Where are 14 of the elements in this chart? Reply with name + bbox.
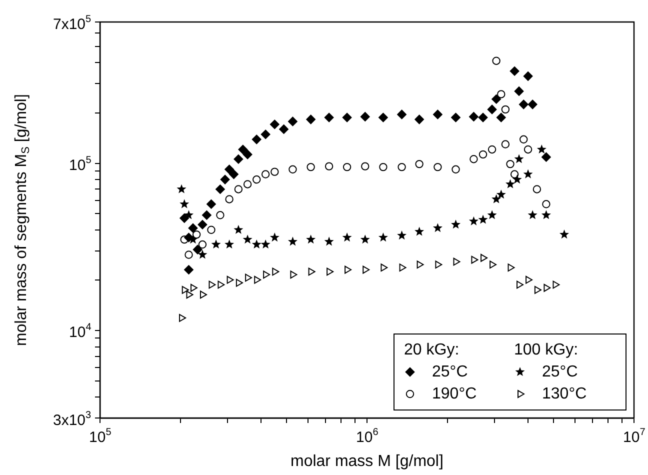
y-tick-label: 10$^{4}$ [69, 322, 92, 342]
legend-label: 25°C [432, 363, 468, 380]
y-tick-label: 3x10$^{3}$ [53, 410, 92, 428]
y-tick-label: 10$^{5}$ [69, 154, 92, 174]
annotation: 100 kGy: [514, 341, 578, 358]
x-tick-label: 10$^{6}$ [356, 427, 378, 446]
annotation: 20 kGy: [404, 341, 460, 358]
y-tick-label: 7x10$^{5}$ [53, 14, 92, 32]
x-tick-label: 10$^{5}$ [89, 427, 112, 446]
legend-label: 25°C [542, 363, 578, 380]
legend-label: 190°C [432, 385, 477, 402]
legend-label: 130°C [542, 385, 587, 402]
x-tick-label: 10$^{7}$ [623, 427, 646, 446]
x-axis-title: molar mass M [g/mol] [290, 453, 444, 470]
